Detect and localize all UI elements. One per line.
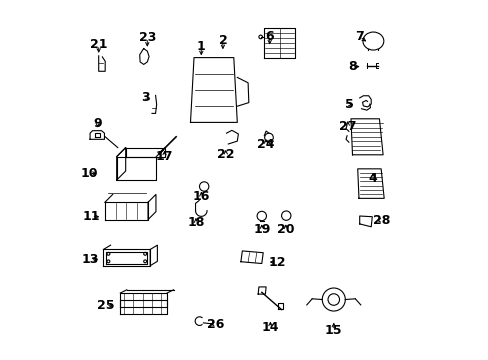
Text: 24: 24 [257,138,274,150]
Text: 14: 14 [261,321,279,334]
Text: 13: 13 [81,253,99,266]
Text: 18: 18 [187,216,204,229]
Text: 26: 26 [206,318,224,330]
Text: 5: 5 [344,98,352,111]
Text: 19: 19 [253,223,270,236]
Text: 9: 9 [93,117,102,130]
Text: 6: 6 [265,30,273,42]
Text: 4: 4 [368,172,377,185]
Text: 22: 22 [217,148,234,161]
Text: 25: 25 [97,299,114,312]
Text: 3: 3 [141,91,149,104]
Text: 7: 7 [355,30,364,43]
Text: 2: 2 [218,34,227,47]
Text: 10: 10 [80,167,98,180]
Text: 21: 21 [90,39,107,51]
Text: 1: 1 [197,40,205,53]
Text: 20: 20 [277,223,294,236]
Text: 27: 27 [338,120,356,133]
Text: 8: 8 [347,60,356,73]
Text: 28: 28 [372,214,390,227]
Text: 12: 12 [267,256,285,269]
Text: 23: 23 [138,31,156,44]
Text: 15: 15 [325,324,342,337]
Text: 11: 11 [82,210,100,223]
Text: 17: 17 [156,150,173,163]
Text: 16: 16 [192,190,209,203]
